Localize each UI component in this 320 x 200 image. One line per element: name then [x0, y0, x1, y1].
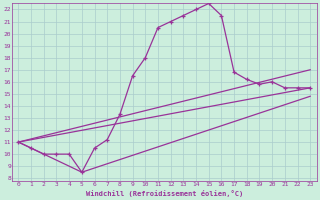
X-axis label: Windchill (Refroidissement éolien,°C): Windchill (Refroidissement éolien,°C)	[86, 190, 243, 197]
